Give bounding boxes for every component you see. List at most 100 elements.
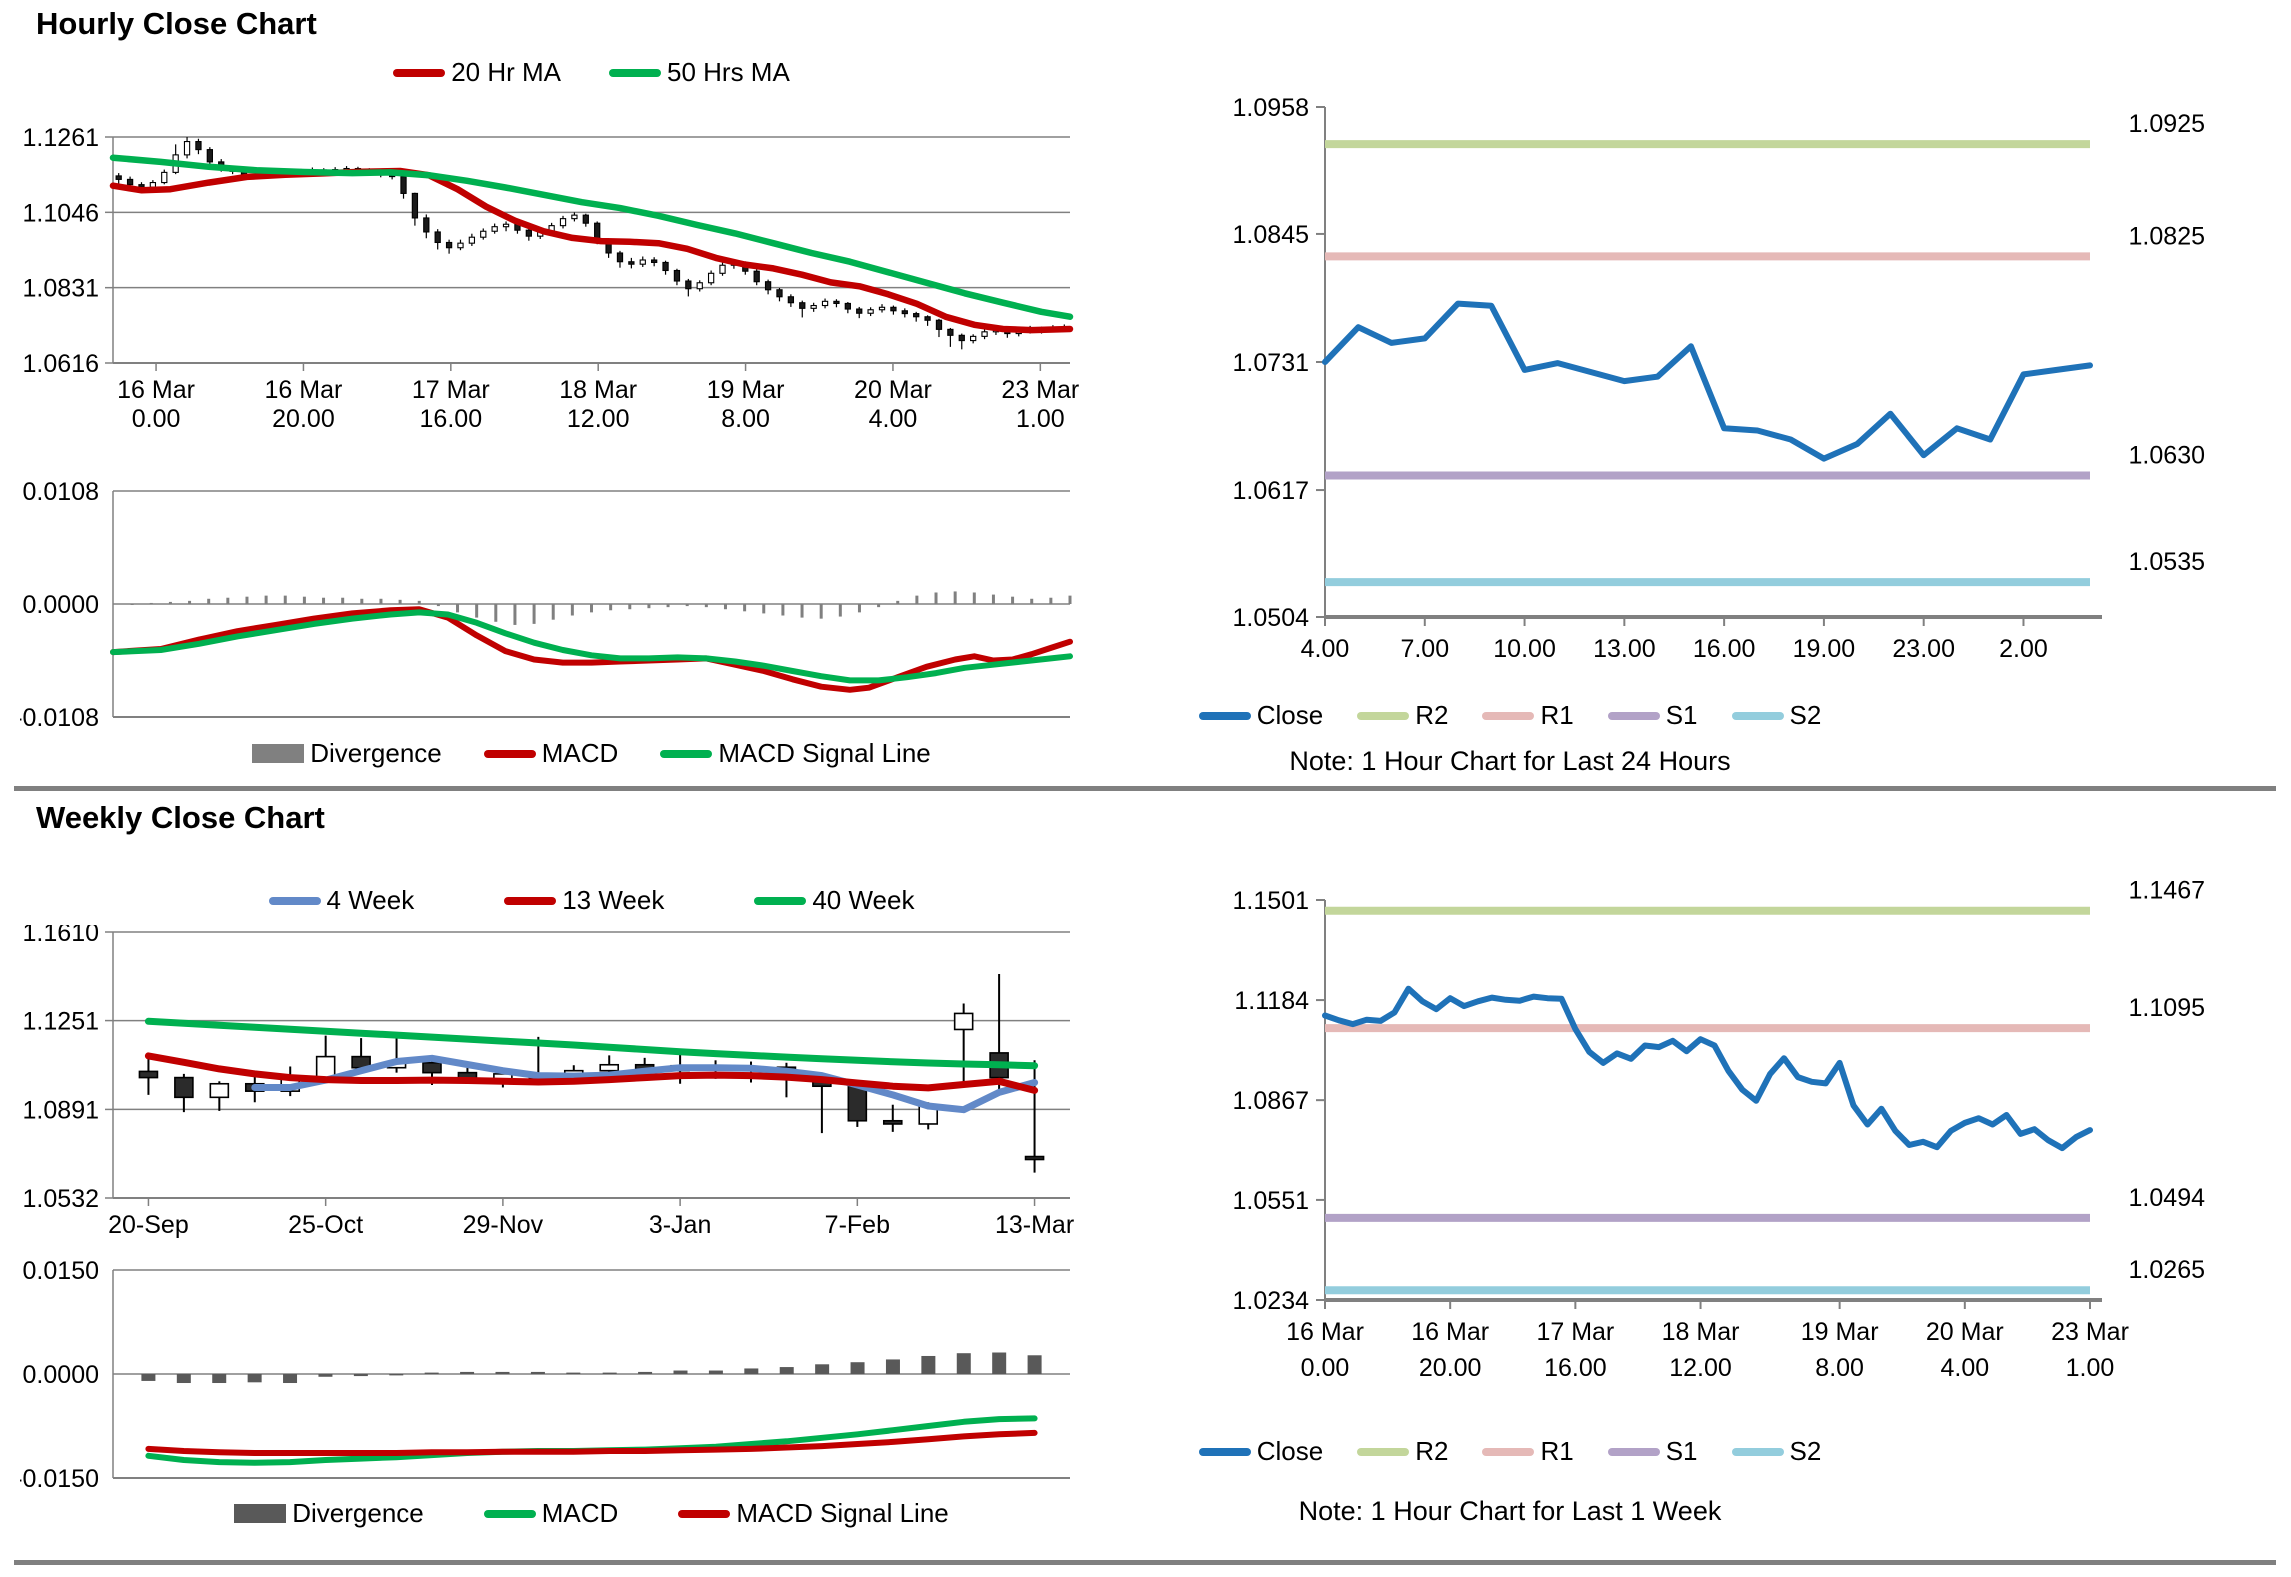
r1-swatch bbox=[1482, 1447, 1535, 1456]
legend-label: Close bbox=[1256, 700, 1324, 730]
legend-label: MACD Signal Line bbox=[718, 738, 931, 768]
svg-text:1.00: 1.00 bbox=[2066, 1354, 2115, 1382]
weekly-price-chart: 1.1610 1.1251 1.0891 1.0532 20-Sep 25-Oct 29-N… bbox=[23, 925, 1075, 1239]
svg-text:3-Jan: 3-Jan bbox=[649, 1211, 712, 1239]
divergence-swatch bbox=[234, 1504, 287, 1523]
s1-swatch bbox=[1607, 1447, 1660, 1456]
svg-text:1.0265: 1.0265 bbox=[2129, 1256, 2205, 1284]
40-week-swatch bbox=[754, 896, 807, 905]
svg-text:-0.0108: -0.0108 bbox=[20, 704, 99, 730]
legend-item-13-week: 13 Week bbox=[504, 885, 664, 916]
close-swatch bbox=[1198, 1447, 1251, 1456]
svg-text:17 Mar: 17 Mar bbox=[1536, 1318, 1614, 1346]
legend-item-s1: S1 bbox=[1607, 700, 1698, 731]
weekly-sr-legend: Close R2 R1 S1 S2 bbox=[1198, 1436, 1821, 1467]
svg-text:1.1467: 1.1467 bbox=[2129, 880, 2205, 905]
hourly-sr-note: Note: 1 Hour Chart for Last 24 Hours bbox=[1289, 746, 1731, 776]
hourly-price-legend: 20 Hr MA 50 Hrs MA bbox=[113, 57, 1070, 88]
weekly-macd-chart: 0.0150 0.0000 -0.0150 bbox=[20, 1258, 1070, 1493]
legend-item-macd-signal: MACD Signal Line bbox=[660, 738, 931, 769]
legend-item-s2: S2 bbox=[1731, 1436, 1822, 1467]
svg-text:1.0617: 1.0617 bbox=[1233, 477, 1309, 505]
macd-swatch bbox=[483, 1509, 536, 1518]
svg-text:1.0535: 1.0535 bbox=[2129, 548, 2205, 576]
hourly-macd-legend: Divergence MACD MACD Signal Line bbox=[113, 738, 1070, 769]
svg-text:23 Mar: 23 Mar bbox=[2051, 1318, 2129, 1346]
svg-text:20.00: 20.00 bbox=[1419, 1354, 1482, 1382]
svg-text:13.00: 13.00 bbox=[1593, 635, 1656, 663]
svg-text:-0.0150: -0.0150 bbox=[20, 1465, 99, 1493]
svg-text:8.00: 8.00 bbox=[721, 405, 770, 433]
hourly-macd-chart: 0.0108 0.0000 -0.0108 bbox=[20, 480, 1073, 730]
legend-item-4-week: 4 Week bbox=[268, 885, 414, 916]
legend-label: Close bbox=[1256, 1436, 1324, 1466]
20hr-ma-swatch bbox=[393, 68, 446, 77]
legend-item-close: Close bbox=[1198, 700, 1324, 731]
legend-label: MACD Signal Line bbox=[736, 1498, 949, 1528]
r2-swatch bbox=[1357, 1447, 1410, 1456]
svg-text:0.0000: 0.0000 bbox=[23, 591, 99, 619]
divergence-swatch bbox=[252, 744, 305, 763]
legend-label: MACD bbox=[541, 738, 619, 768]
legend-item-r2: R2 bbox=[1357, 700, 1448, 731]
svg-text:1.0831: 1.0831 bbox=[23, 275, 99, 303]
legend-label: S1 bbox=[1665, 700, 1698, 730]
svg-text:1.0825: 1.0825 bbox=[2129, 222, 2205, 250]
svg-text:25-Oct: 25-Oct bbox=[288, 1211, 363, 1239]
svg-text:19 Mar: 19 Mar bbox=[1801, 1318, 1879, 1346]
legend-item-macd: MACD bbox=[483, 1498, 618, 1529]
svg-text:23 Mar: 23 Mar bbox=[1001, 376, 1079, 404]
svg-text:18 Mar: 18 Mar bbox=[1662, 1318, 1740, 1346]
s1-swatch bbox=[1607, 711, 1660, 720]
legend-item-close: Close bbox=[1198, 1436, 1324, 1467]
legend-item-r1: R1 bbox=[1482, 1436, 1574, 1467]
legend-item-divergence: Divergence bbox=[234, 1498, 424, 1529]
legend-item-divergence: Divergence bbox=[252, 738, 442, 769]
weekly-close-chart-title: Weekly Close Chart bbox=[36, 800, 325, 835]
svg-text:20 Mar: 20 Mar bbox=[854, 376, 932, 404]
hourly-support-resistance-chart: 1.0958 1.0845 1.0731 1.0617 1.0504 1.0925 1.08… bbox=[1233, 94, 2205, 663]
svg-text:1.1184: 1.1184 bbox=[1234, 987, 1309, 1015]
legend-item-macd-signal: MACD Signal Line bbox=[678, 1498, 949, 1529]
svg-text:16 Mar: 16 Mar bbox=[265, 376, 343, 404]
svg-text:1.0925: 1.0925 bbox=[2129, 110, 2205, 138]
r1-swatch bbox=[1482, 711, 1535, 720]
svg-text:19.00: 19.00 bbox=[1793, 635, 1856, 663]
svg-text:7-Feb: 7-Feb bbox=[825, 1211, 890, 1239]
svg-text:0.00: 0.00 bbox=[1301, 1354, 1350, 1382]
svg-text:1.0551: 1.0551 bbox=[1233, 1187, 1309, 1215]
svg-text:1.00: 1.00 bbox=[1016, 405, 1065, 433]
50hr-ma-swatch bbox=[609, 68, 661, 77]
legend-item-50hr-ma: 50 Hrs MA bbox=[609, 57, 790, 88]
s2-swatch bbox=[1731, 711, 1784, 720]
svg-text:16.00: 16.00 bbox=[420, 405, 483, 433]
svg-text:1.1610: 1.1610 bbox=[23, 925, 99, 947]
legend-label: S2 bbox=[1789, 700, 1822, 730]
svg-text:1.0616: 1.0616 bbox=[23, 350, 99, 378]
13-week-swatch bbox=[504, 896, 557, 905]
svg-text:1.1251: 1.1251 bbox=[23, 1008, 99, 1036]
weekly-sr-note: Note: 1 Hour Chart for Last 1 Week bbox=[1298, 1496, 1722, 1526]
macd-signal-swatch bbox=[660, 749, 713, 758]
svg-text:20 Mar: 20 Mar bbox=[1926, 1318, 2004, 1346]
macd-signal-swatch bbox=[678, 1509, 731, 1518]
svg-text:16 Mar: 16 Mar bbox=[1411, 1318, 1489, 1346]
svg-text:8.00: 8.00 bbox=[1815, 1354, 1864, 1382]
svg-text:1.0867: 1.0867 bbox=[1233, 1087, 1309, 1115]
svg-text:1.1501: 1.1501 bbox=[1233, 887, 1309, 915]
legend-label: S2 bbox=[1789, 1436, 1822, 1466]
svg-text:1.0234: 1.0234 bbox=[1233, 1287, 1310, 1315]
svg-text:19 Mar: 19 Mar bbox=[707, 376, 785, 404]
s2-swatch bbox=[1731, 1447, 1784, 1456]
legend-label: S1 bbox=[1665, 1436, 1698, 1466]
section-divider-bottom bbox=[14, 1560, 2276, 1565]
legend-label: R2 bbox=[1415, 1436, 1449, 1466]
svg-text:1.0731: 1.0731 bbox=[1233, 349, 1309, 377]
svg-text:0.0000: 0.0000 bbox=[23, 1361, 99, 1389]
legend-label: Divergence bbox=[310, 738, 442, 768]
svg-text:16.00: 16.00 bbox=[1544, 1354, 1607, 1382]
svg-text:17 Mar: 17 Mar bbox=[412, 376, 490, 404]
svg-text:0.0150: 0.0150 bbox=[23, 1258, 99, 1285]
legend-label: Divergence bbox=[292, 1498, 424, 1528]
